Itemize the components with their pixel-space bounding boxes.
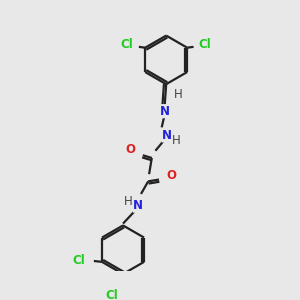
Text: Cl: Cl: [199, 38, 211, 51]
Text: O: O: [167, 169, 177, 182]
Text: H: H: [124, 195, 133, 208]
Text: Cl: Cl: [106, 289, 118, 300]
Text: N: N: [159, 105, 170, 118]
Text: N: N: [133, 199, 143, 212]
Text: N: N: [162, 129, 172, 142]
Text: H: H: [172, 134, 181, 147]
Text: O: O: [125, 143, 135, 156]
Text: Cl: Cl: [72, 254, 85, 268]
Text: H: H: [173, 88, 182, 101]
Text: Cl: Cl: [121, 38, 134, 51]
